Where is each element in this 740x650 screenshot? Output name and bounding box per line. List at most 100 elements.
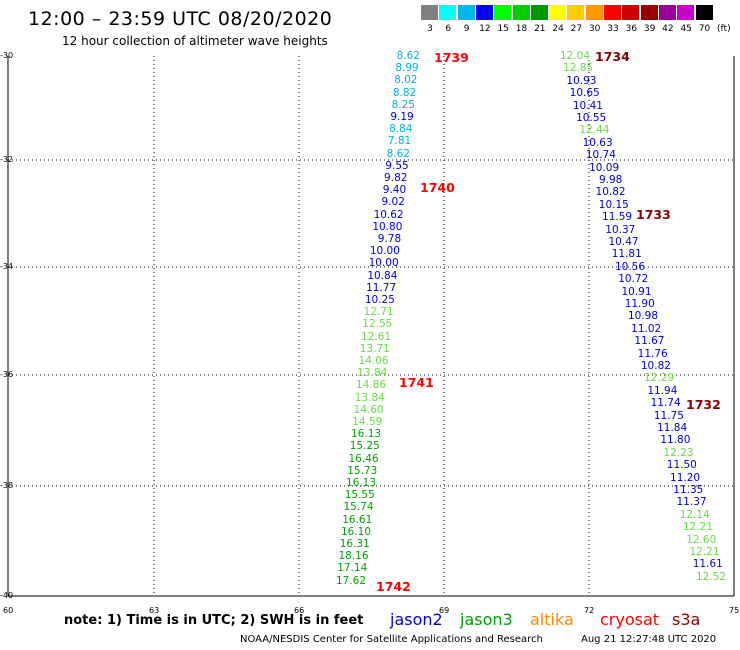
legend-swatch-label: 21: [534, 24, 546, 34]
wave-height-value: 10.63: [582, 136, 613, 149]
x-tick-label: 63: [149, 606, 160, 615]
legend-swatch-label: 12: [479, 24, 491, 34]
wave-height-value: 8.62: [396, 50, 420, 62]
legend-swatch: [640, 5, 658, 20]
legend-swatch: [457, 5, 475, 20]
wave-height-value: 11.90: [624, 298, 655, 310]
wave-height-value: 16.46: [348, 452, 379, 465]
wave-height-value: 8.02: [394, 74, 418, 87]
x-tick-label: 72: [584, 606, 595, 615]
wave-height-value: 14.06: [358, 355, 389, 367]
satellite-label: altika: [530, 610, 574, 629]
wave-height-value: 11.74: [650, 397, 681, 410]
legend-swatch-label: 27: [570, 24, 583, 34]
wave-height-value: 11.84: [657, 422, 688, 434]
chart-subtitle: 12 hour collection of altimeter wave hei…: [62, 34, 328, 48]
pass-time-label: 1734: [595, 49, 630, 64]
wave-height-value: 18.16: [338, 550, 369, 563]
wave-height-value: 11.75: [653, 409, 684, 422]
x-tick-label: 60: [3, 606, 14, 615]
pass-time-label: 1733: [636, 207, 671, 222]
legend-swatch-label: 24: [552, 24, 564, 34]
wave-height-value: 10.65: [569, 87, 600, 100]
wave-height-value: 10.72: [618, 273, 649, 286]
wave-height-value: 8.62: [386, 147, 410, 160]
wave-height-value: 16.61: [342, 513, 373, 526]
satellite-label: s3a: [672, 610, 701, 629]
legend-swatch-label: 18: [515, 24, 528, 34]
y-tick-label: -32: [0, 155, 14, 164]
wave-height-value: 15.73: [347, 464, 378, 477]
wave-height-value: 9.19: [390, 111, 414, 123]
wave-height-value: 9.55: [385, 159, 409, 172]
footer-note: note: 1) Time is in UTC; 2) SWH is in fe…: [64, 613, 364, 628]
wave-height-value: 12.71: [363, 306, 394, 319]
wave-height-value: 12.14: [679, 508, 710, 521]
wave-height-value: 10.82: [640, 360, 671, 372]
legend-swatch-label: 45: [680, 24, 692, 34]
wave-height-value: 16.31: [339, 538, 370, 550]
wave-height-value: 12.21: [689, 546, 720, 558]
credit-text: NOAA/NESDIS Center for Satellite Applica…: [240, 634, 543, 645]
wave-height-value: 8.25: [391, 98, 415, 111]
legend-swatch: [494, 5, 512, 20]
legend-swatch: [567, 5, 585, 20]
wave-height-value: 10.55: [576, 112, 607, 124]
wave-height-value: 7.81: [387, 135, 412, 148]
wave-height-value: 11.37: [676, 496, 707, 509]
legend-swatch-label: 70: [698, 24, 711, 34]
wave-height-value: 10.93: [566, 74, 597, 87]
legend-swatch: [512, 5, 530, 20]
satellite-label: jason2: [390, 610, 443, 629]
wave-height-value: 8.99: [395, 62, 419, 75]
y-tick-label: -38: [0, 481, 14, 490]
legend-swatch: [585, 5, 603, 20]
legend-swatch-label: 42: [662, 24, 674, 34]
legend-swatch-label: 3: [427, 24, 433, 34]
wave-height-value: 9.98: [598, 174, 623, 186]
wave-height-value: 16.10: [340, 525, 372, 538]
wave-height-value: 15.74: [343, 501, 374, 514]
legend-swatch: [695, 5, 713, 20]
wave-height-value: 13.84: [357, 367, 388, 380]
legend-swatch-label: 36: [625, 24, 638, 34]
wave-height-value: 11.50: [666, 459, 697, 472]
satellite-label: jason3: [460, 610, 513, 629]
wave-height-value: 12.52: [695, 570, 726, 583]
pass-time-label: 1742: [376, 579, 411, 594]
wave-height-value: 10.47: [608, 236, 639, 248]
legend-swatch: [658, 5, 676, 20]
wave-height-value: 14.59: [352, 416, 383, 428]
wave-height-value: 12.60: [686, 533, 717, 546]
wave-height-value: 11.61: [692, 558, 723, 571]
y-tick-label: -30: [0, 51, 14, 60]
wave-height-value: 8.84: [389, 123, 413, 136]
legend-swatch: [677, 5, 695, 20]
pass-time-label: 1732: [686, 397, 721, 412]
chart-title: 12:00 – 23:59 UTC 08/20/2020: [28, 8, 333, 30]
wave-height-value: 9.78: [377, 233, 402, 245]
wave-height-value: 11.76: [637, 347, 668, 360]
legend-swatch-label: 30: [588, 24, 601, 34]
x-tick-label: 69: [439, 606, 450, 615]
wave-height-value: 16.13: [351, 428, 382, 441]
wave-height-value: 10.56: [614, 260, 646, 273]
wave-height-value: 9.02: [381, 196, 405, 209]
legend-unit: (ft): [717, 24, 731, 34]
wave-height-value: 11.35: [673, 484, 704, 496]
wave-height-value: 11.94: [647, 384, 678, 397]
pass-time-label: 1741: [399, 375, 434, 390]
legend-swatch-label: 33: [607, 24, 619, 34]
wave-height-value: 10.82: [595, 186, 626, 199]
wave-height-value: 10.91: [621, 285, 652, 298]
wave-height-value: 11.81: [611, 248, 642, 261]
wave-height-value: 12.61: [361, 330, 392, 343]
wave-height-value: 10.62: [373, 208, 404, 221]
wave-height-value: 10.80: [372, 220, 403, 233]
wave-height-value: 10.74: [585, 149, 616, 162]
x-tick-label: 66: [294, 606, 305, 615]
wave-height-value: 14.86: [356, 379, 387, 392]
wave-height-value: 10.84: [367, 269, 398, 282]
legend-swatch-label: 39: [643, 24, 656, 34]
legend-swatch: [530, 5, 548, 20]
